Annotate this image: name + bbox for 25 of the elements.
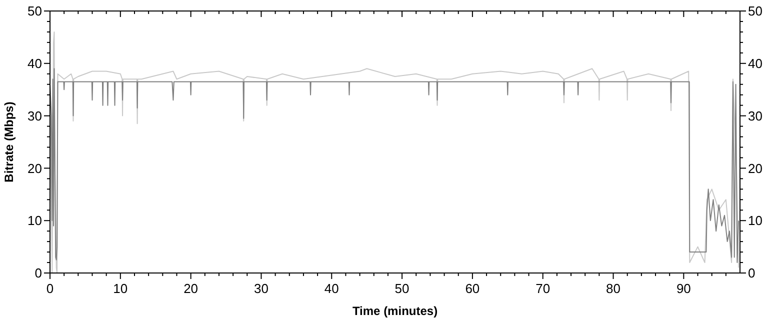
y2-tick-label: 40 — [748, 56, 762, 71]
x-tick-label: 80 — [606, 281, 620, 296]
y2-tick-label: 50 — [748, 4, 762, 19]
x-tick-label: 30 — [254, 281, 268, 296]
x-tick-label: 60 — [465, 281, 480, 296]
y-tick-label: 0 — [34, 266, 42, 281]
x-tick-label: 90 — [676, 281, 691, 296]
x-tick-label: 40 — [324, 281, 339, 296]
y2-tick-label: 20 — [748, 160, 762, 176]
x-tick-label: 20 — [184, 281, 198, 296]
x-tick-label: 70 — [536, 281, 550, 296]
y-tick-label: 10 — [28, 213, 42, 228]
x-tick-label: 10 — [113, 281, 128, 296]
x-tick-label: 0 — [46, 281, 54, 296]
y2-tick-label: 10 — [748, 213, 762, 228]
line-series — [50, 68, 740, 264]
y2-tick-label: 0 — [748, 266, 756, 281]
x-tick-label: 50 — [394, 281, 410, 296]
x-axis-title: Time (minutes) — [352, 304, 438, 318]
y-tick-label: 50 — [28, 4, 42, 19]
y2-tick-label: 30 — [748, 108, 762, 124]
y-axis-title: Bitrate (Mbps) — [2, 102, 16, 182]
y-tick-label: 20 — [28, 160, 42, 176]
y-tick-label: 40 — [28, 56, 42, 71]
y-tick-label: 30 — [28, 108, 42, 124]
